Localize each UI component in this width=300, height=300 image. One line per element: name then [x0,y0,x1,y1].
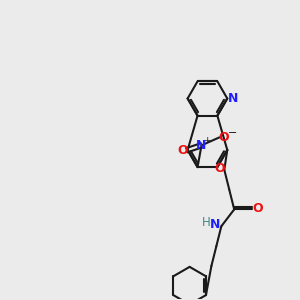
Text: N: N [228,92,238,105]
Text: O: O [177,144,188,157]
Text: O: O [218,131,229,144]
Text: N: N [196,139,207,152]
Text: +: + [203,136,210,145]
Text: O: O [214,162,225,175]
Text: H: H [202,216,211,229]
Text: N: N [210,218,220,231]
Text: O: O [253,202,263,215]
Text: −: − [227,128,237,138]
